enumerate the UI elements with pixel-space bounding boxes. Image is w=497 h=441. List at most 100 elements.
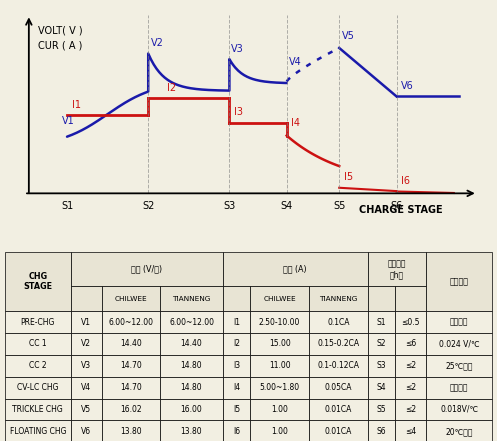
Text: I1: I1 — [233, 318, 240, 326]
Text: 0.024 V/℃: 0.024 V/℃ — [439, 340, 480, 348]
Text: CUR ( A ): CUR ( A ) — [38, 41, 83, 51]
Text: V3: V3 — [231, 44, 244, 54]
Bar — [102, 399, 161, 420]
Bar — [426, 252, 492, 311]
Bar — [368, 311, 395, 333]
Text: I4: I4 — [233, 383, 240, 392]
Text: 充电时间
（h）: 充电时间 （h） — [388, 260, 406, 279]
Bar — [161, 377, 223, 399]
Bar — [309, 311, 368, 333]
Text: I5: I5 — [233, 405, 240, 414]
Bar — [426, 355, 492, 377]
Bar — [102, 355, 161, 377]
Bar — [426, 333, 492, 355]
Bar — [223, 333, 250, 355]
Text: CHG
STAGE: CHG STAGE — [23, 272, 52, 292]
Text: I6: I6 — [401, 176, 411, 186]
Bar — [223, 420, 250, 441]
Bar — [5, 355, 71, 377]
Bar — [102, 286, 161, 311]
Text: 13.80: 13.80 — [181, 427, 202, 436]
Text: ≤6: ≤6 — [405, 340, 416, 348]
Text: 1.00: 1.00 — [271, 427, 288, 436]
Bar — [426, 377, 492, 399]
Bar — [102, 311, 161, 333]
Bar — [309, 333, 368, 355]
Text: ≤4: ≤4 — [405, 427, 416, 436]
Text: V4: V4 — [81, 383, 91, 392]
Text: V3: V3 — [81, 361, 91, 370]
Text: 6.00~12.00: 6.00~12.00 — [169, 318, 214, 326]
Text: 13.80: 13.80 — [120, 427, 142, 436]
Bar — [309, 286, 368, 311]
Bar — [102, 420, 161, 441]
Text: CV-LC CHG: CV-LC CHG — [17, 383, 59, 392]
Text: 16.02: 16.02 — [120, 405, 142, 414]
Text: V1: V1 — [81, 318, 91, 326]
Text: TIANNENG: TIANNENG — [319, 296, 357, 302]
Text: CHILWEE: CHILWEE — [263, 296, 296, 302]
Bar — [5, 311, 71, 333]
Text: 天能电池: 天能电池 — [450, 383, 469, 392]
Bar — [5, 333, 71, 355]
Text: 14.40: 14.40 — [180, 340, 202, 348]
Text: 0.1-0.12CA: 0.1-0.12CA — [317, 361, 359, 370]
Text: S1: S1 — [377, 318, 386, 326]
Text: TIANNENG: TIANNENG — [172, 296, 211, 302]
Bar — [395, 333, 426, 355]
Text: 0.01CA: 0.01CA — [325, 405, 352, 414]
Text: I1: I1 — [72, 100, 81, 110]
Bar — [368, 399, 395, 420]
Text: S3: S3 — [223, 201, 236, 211]
Text: 0.018V/℃: 0.018V/℃ — [440, 405, 478, 414]
Bar — [395, 399, 426, 420]
Bar — [223, 286, 250, 311]
Text: S5: S5 — [377, 405, 386, 414]
Bar — [368, 252, 426, 286]
Text: 超威电池: 超威电池 — [450, 318, 469, 326]
Text: 电流 (A): 电流 (A) — [283, 265, 307, 274]
Bar — [250, 311, 309, 333]
Text: 0.05CA: 0.05CA — [325, 383, 352, 392]
Bar — [395, 355, 426, 377]
Bar — [161, 333, 223, 355]
Bar — [102, 377, 161, 399]
Text: S2: S2 — [142, 201, 155, 211]
Text: I2: I2 — [233, 340, 240, 348]
Text: CHARGE STAGE: CHARGE STAGE — [359, 205, 443, 214]
Text: S4: S4 — [281, 201, 293, 211]
Bar — [250, 420, 309, 441]
Bar — [250, 286, 309, 311]
Text: 11.00: 11.00 — [269, 361, 290, 370]
Text: 2.50-10.00: 2.50-10.00 — [259, 318, 300, 326]
Bar — [426, 420, 492, 441]
Text: I6: I6 — [233, 427, 240, 436]
Bar — [395, 420, 426, 441]
Bar — [368, 377, 395, 399]
Text: 0.01CA: 0.01CA — [325, 427, 352, 436]
Bar — [71, 377, 102, 399]
Bar — [161, 355, 223, 377]
Text: 20℃基准: 20℃基准 — [445, 427, 473, 436]
Bar — [250, 377, 309, 399]
Bar — [395, 311, 426, 333]
Bar — [250, 399, 309, 420]
Bar — [368, 333, 395, 355]
Text: I4: I4 — [291, 118, 301, 128]
Text: 电压 (V/组): 电压 (V/组) — [131, 265, 162, 274]
Text: ≤2: ≤2 — [405, 405, 416, 414]
Bar — [71, 399, 102, 420]
Bar — [223, 252, 368, 286]
Text: V5: V5 — [81, 405, 91, 414]
Text: TRICKLE CHG: TRICKLE CHG — [12, 405, 63, 414]
Text: S4: S4 — [377, 383, 386, 392]
Bar — [426, 399, 492, 420]
Text: 5.00~1.80: 5.00~1.80 — [259, 383, 300, 392]
Bar — [250, 333, 309, 355]
Text: V5: V5 — [341, 30, 354, 41]
Text: S5: S5 — [333, 201, 345, 211]
Text: 14.80: 14.80 — [181, 361, 202, 370]
Text: CC 1: CC 1 — [29, 340, 47, 348]
Text: S2: S2 — [377, 340, 386, 348]
Bar — [161, 286, 223, 311]
